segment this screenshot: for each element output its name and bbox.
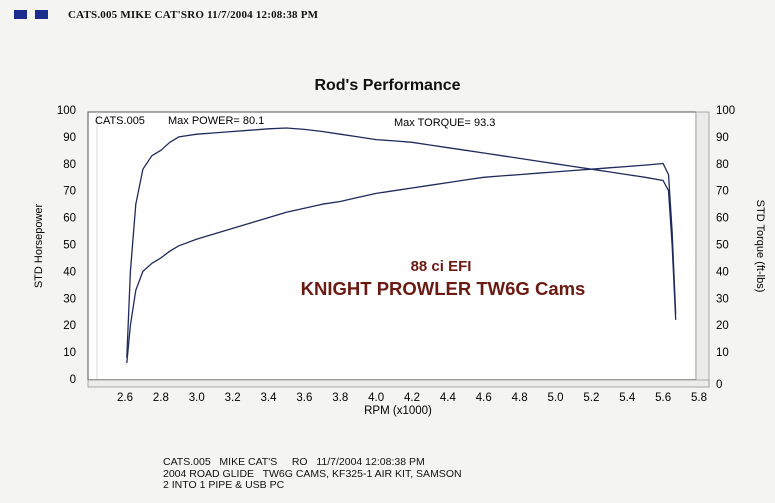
y-axis-left-label: STD Horsepower: [33, 203, 45, 288]
y-left-tick-label: 50: [63, 240, 76, 252]
y-left-tick-label: 70: [63, 186, 76, 198]
x-axis-label: RPM (x1000): [364, 405, 432, 417]
report-footer: CATS.005 MIKE CAT'S RO 11/7/2004 12:08:3…: [163, 456, 462, 492]
x-tick-label: 5.2: [583, 392, 599, 404]
y-axis-right-ticks: 0 10 20 30 40 50 60 70 80 90 100: [716, 105, 735, 391]
y-left-tick-label: 10: [63, 347, 76, 359]
max-power-annotation: Max POWER= 80.1: [168, 115, 264, 127]
x-tick-label: 3.0: [189, 392, 205, 404]
y-left-tick-label: 30: [63, 293, 76, 305]
y-right-tick-label: 80: [716, 159, 729, 171]
x-tick-label: 3.4: [261, 392, 278, 404]
y-right-tick-label: 30: [716, 293, 729, 305]
y-left-tick-label: 60: [63, 213, 76, 225]
x-tick-label: 4.6: [476, 392, 492, 404]
y-left-tick-label: 40: [63, 266, 76, 278]
y-axis-left-ticks: 0 10 20 30 40 50 60 70 80 90 100: [57, 105, 76, 386]
series-lines: [126, 127, 677, 363]
plot-bottom-shadow: [87, 379, 710, 388]
x-tick-label: 4.8: [512, 392, 528, 404]
run-id-annotation: CATS.005: [95, 115, 145, 127]
x-tick-label: 5.4: [619, 392, 636, 404]
chart-title: Rod's Performance: [314, 77, 461, 94]
x-axis-ticks: 2.6 2.8 3.0 3.2 3.4 3.6 3.8 4.0 4.2 4.4 4.6 4.8 5.0 5…: [117, 392, 707, 404]
x-tick-label: 2.6: [117, 392, 133, 404]
footer-line-3: 2 INTO 1 PIPE & USB PC: [163, 479, 285, 491]
y-axis-right-label: STD Torque (ft-lbs): [754, 200, 766, 293]
y-right-tick-label: 70: [716, 186, 729, 198]
x-tick-label: 5.0: [548, 392, 564, 404]
y-right-tick-label: 40: [716, 266, 729, 278]
horsepower-series-line: [126, 162, 677, 363]
header-text: CATS.005 MIKE CAT'SRO 11/7/2004 12:08:38…: [68, 9, 319, 21]
max-torque-annotation: Max TORQUE= 93.3: [394, 117, 495, 129]
y-left-tick-label: 100: [57, 105, 76, 117]
y-right-tick-label: 60: [716, 213, 729, 225]
x-tick-label: 5.8: [691, 392, 707, 404]
torque-series-line: [126, 127, 677, 358]
y-right-tick-label: 0: [716, 379, 722, 391]
footer-line-1: CATS.005 MIKE CAT'S RO 11/7/2004 12:08:3…: [163, 456, 425, 468]
y-left-tick-label: 90: [63, 132, 76, 144]
y-right-tick-label: 90: [716, 132, 729, 144]
y-right-tick-label: 10: [716, 347, 729, 359]
x-tick-label: 2.8: [153, 392, 169, 404]
x-tick-label: 4.4: [440, 392, 457, 404]
report-header: CATS.005 MIKE CAT'SRO 11/7/2004 12:08:38…: [0, 0, 775, 30]
y-right-tick-label: 100: [716, 105, 735, 117]
x-tick-label: 3.6: [296, 392, 312, 404]
y-left-tick-label: 0: [70, 374, 76, 386]
y-right-tick-label: 20: [716, 320, 729, 332]
x-tick-label: 3.8: [332, 392, 348, 404]
y-left-tick-label: 80: [63, 159, 76, 171]
x-tick-label: 4.2: [404, 392, 420, 404]
footer-line-2: 2004 ROAD GLIDE TW6G CAMS, KF325-1 AIR K…: [163, 467, 462, 480]
plot-right-shadow: [695, 111, 710, 388]
y-left-tick-label: 20: [63, 320, 76, 332]
x-tick-label: 5.6: [655, 392, 671, 404]
header-square-icon: [14, 10, 27, 19]
header-square-icon: [35, 10, 48, 19]
y-right-tick-label: 50: [716, 240, 729, 252]
cams-annotation: KNIGHT PROWLER TW6G Cams: [301, 278, 586, 299]
engine-annotation: 88 ci EFI: [411, 258, 472, 275]
plot-area: [87, 111, 697, 381]
x-tick-label: 4.0: [368, 392, 384, 404]
x-tick-label: 3.2: [225, 392, 241, 404]
